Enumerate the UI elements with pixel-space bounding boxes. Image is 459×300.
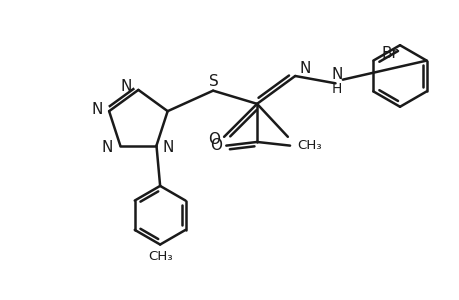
Text: N: N (298, 61, 310, 76)
Text: N: N (121, 79, 132, 94)
Text: S: S (208, 74, 218, 89)
Text: N: N (91, 102, 103, 117)
Text: CH₃: CH₃ (147, 250, 172, 263)
Text: CH₃: CH₃ (296, 139, 321, 152)
Text: O: O (207, 131, 219, 146)
Text: O: O (210, 138, 222, 153)
Text: N: N (101, 140, 112, 155)
Text: N: N (330, 67, 342, 82)
Text: N: N (162, 140, 174, 155)
Text: Br: Br (380, 46, 397, 61)
Text: H: H (331, 82, 341, 96)
